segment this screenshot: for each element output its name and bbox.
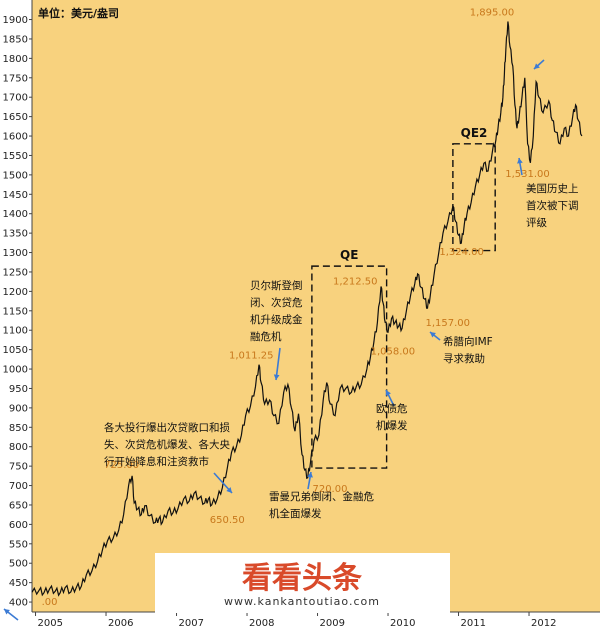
- y-tick-label: 400: [9, 598, 28, 609]
- point-label: 1,157.00: [426, 318, 471, 329]
- x-axis: 2005 2006 2007 2008 2009 2010 2011 2012: [32, 611, 600, 629]
- y-tick-label: 450: [9, 578, 28, 589]
- annotation-line: 机全面爆发: [269, 507, 322, 520]
- annotation-line: 美国历史上: [526, 182, 579, 195]
- annotation-line: 失、次贷危机爆发、各大央: [104, 438, 230, 451]
- annotation-line: 雷曼兄弟倒闭、金融危: [269, 490, 374, 503]
- arrow-head: [4, 609, 10, 615]
- y-tick-label: 1450: [3, 190, 28, 201]
- y-tick-label: 950: [9, 384, 28, 395]
- annotation-line: 闭、次贷危: [250, 296, 303, 309]
- qe-box-label: QE: [340, 248, 358, 262]
- event-annotation: 各大投行爆出次贷敞口和损失、次贷危机爆发、各大央行开始降息和注资救市: [104, 421, 230, 468]
- event-annotation: 贝尔斯登倒闭、次贷危机升级成金融危机: [250, 279, 303, 343]
- x-tick-label: 2007: [179, 618, 204, 629]
- x-tick-label: 2009: [320, 618, 345, 629]
- x-tick-label: 2012: [531, 618, 556, 629]
- plot-background: [32, 0, 600, 612]
- y-tick-label: 1250: [3, 267, 28, 278]
- y-tick-label: 800: [9, 442, 28, 453]
- qe-box: [452, 143, 496, 252]
- y-tick-label: 1800: [3, 54, 28, 65]
- point-label: 1,212.50: [333, 277, 378, 288]
- x-tick-label: 2006: [108, 618, 133, 629]
- y-tick-label: 1300: [3, 248, 28, 259]
- y-tick-label: 700: [9, 481, 28, 492]
- annotation-line: 融危机: [250, 330, 282, 343]
- y-tick-label: 1550: [3, 151, 28, 162]
- annotation-line: 机爆发: [376, 419, 408, 432]
- y-tick-label: 1100: [3, 326, 28, 337]
- y-tick-label: 1850: [3, 34, 28, 45]
- point-label: 1,058.00: [371, 347, 416, 358]
- qe-box-label: QE2: [461, 126, 488, 140]
- arrow-head: [430, 332, 436, 338]
- annotation-line: 首次被下调: [526, 199, 579, 212]
- annotation-line: 各大投行爆出次贷敞口和损: [104, 421, 230, 434]
- annotation-line: 欧债危: [376, 402, 408, 415]
- annotation-line: 希腊向IMF: [443, 335, 493, 348]
- watermark-backdrop: [155, 553, 450, 613]
- y-axis: 400 450 500 550 600 650 700 750 800 850 900 950 1000…: [3, 0, 33, 612]
- y-tick-label: 1600: [3, 132, 28, 143]
- y-tick-label: 500: [9, 559, 28, 570]
- arrow-shaft: [275, 347, 281, 381]
- event-annotation: 雷曼兄弟倒闭、金融危机全面爆发: [269, 490, 374, 520]
- y-tick-label: 1650: [3, 112, 28, 123]
- unit-label: 单位：美元/盎司: [38, 6, 119, 20]
- y-tick-label: 600: [9, 520, 28, 531]
- annotation-line: 贝尔斯登倒: [250, 279, 303, 292]
- y-tick-label: 850: [9, 423, 28, 434]
- point-label: .00: [42, 597, 58, 608]
- y-tick-label: 550: [9, 539, 28, 550]
- y-tick-label: 900: [9, 403, 28, 414]
- x-tick-label: 2005: [38, 618, 63, 629]
- event-annotation: 美国历史上首次被下调评级: [526, 182, 579, 229]
- arrow-head: [307, 472, 313, 478]
- y-tick-label: 1150: [3, 306, 28, 317]
- point-label: 1,895.00: [470, 7, 515, 18]
- arrow-head: [517, 158, 523, 164]
- y-tick-label: 1700: [3, 93, 28, 104]
- event-annotation: 希腊向IMF 寻求救助: [443, 335, 493, 365]
- y-tick-label: 1050: [3, 345, 28, 356]
- y-tick-label: 1500: [3, 170, 28, 181]
- y-tick-label: 1900: [3, 15, 28, 26]
- y-tick-label: 1750: [3, 73, 28, 84]
- annotation-arrows: [3, 59, 545, 621]
- arrow-head: [534, 63, 540, 69]
- point-label: 720.00: [312, 484, 347, 495]
- price-labels: 725.00 650.50 1,011.25 720.00 1,212.50 1,058.…: [42, 7, 550, 608]
- y-tick-label: 1400: [3, 209, 28, 220]
- annotation-line: 寻求救助: [443, 352, 485, 365]
- y-tick-label: 1000: [3, 365, 28, 376]
- watermark: 看看头条 www.kankantoutiao.com: [155, 553, 450, 613]
- arrow-head: [226, 487, 232, 493]
- event-annotations: 各大投行爆出次贷敞口和损失、次贷危机爆发、各大央行开始降息和注资救市 贝尔斯登倒闭…: [104, 182, 579, 520]
- point-label: 725.00: [104, 460, 139, 471]
- gold-price-line: [31, 21, 583, 597]
- point-label: 650.50: [210, 515, 245, 526]
- arrow-head: [385, 390, 391, 396]
- point-label: 1,324.00: [439, 247, 484, 258]
- qe-box: [311, 265, 388, 469]
- point-label: 1,531.00: [505, 169, 550, 180]
- watermark-url: www.kankantoutiao.com: [224, 595, 380, 608]
- annotation-line: 机升级成金: [250, 313, 303, 326]
- annotation-line: 评级: [526, 217, 547, 229]
- x-tick-label: 2008: [249, 618, 274, 629]
- y-tick-label: 1350: [3, 229, 28, 240]
- arrow-head: [273, 374, 280, 380]
- watermark-logo-text: 看看头条: [242, 561, 362, 596]
- qe-boxes: QE QE2: [311, 126, 496, 469]
- y-tick-label: 1200: [3, 287, 28, 298]
- y-tick-label: 750: [9, 462, 28, 473]
- annotation-line: 行开始降息和注资救市: [104, 455, 209, 468]
- event-annotation: 欧债危机爆发: [376, 402, 408, 432]
- y-tick-label: 650: [9, 500, 28, 511]
- x-tick-label: 2010: [390, 618, 415, 629]
- x-tick-label: 2011: [461, 618, 486, 629]
- point-label: 1,011.25: [229, 351, 274, 362]
